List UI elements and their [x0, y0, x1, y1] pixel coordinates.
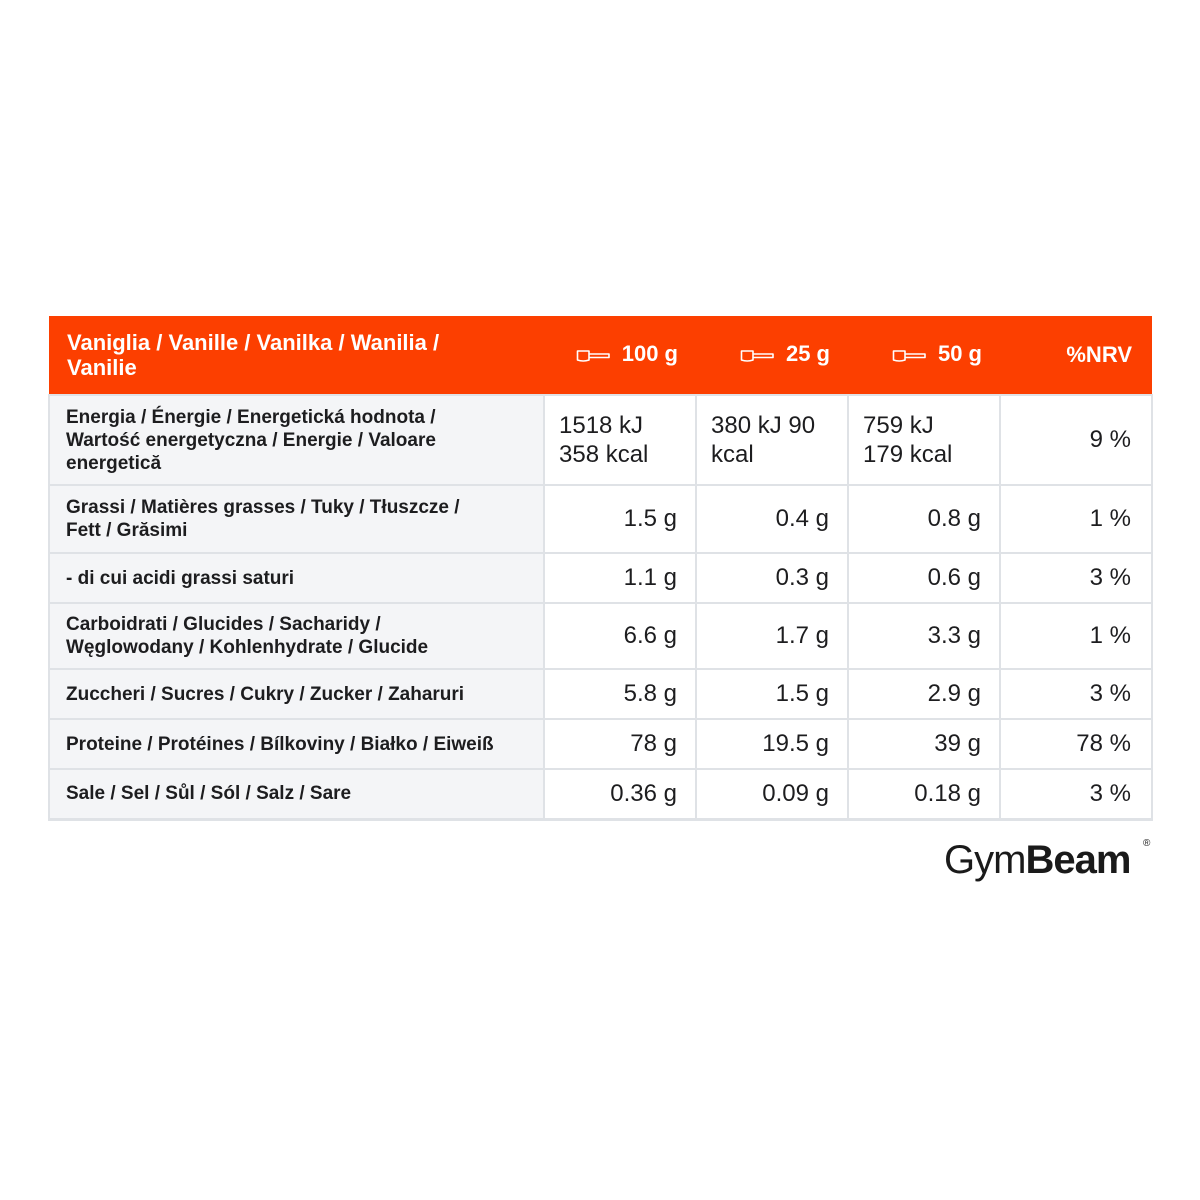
table-row-saturated-fat: - di cui acidi grassi saturi 1.1 g 0.3 g… [48, 552, 1153, 604]
value-line: 759 kJ [863, 412, 934, 439]
gymbeam-logo: GymBeam ® [944, 838, 1154, 884]
nutrition-table-container: Vaniglia / Vanille / Vanilka / Wanilia /… [48, 316, 1153, 821]
value-100g: 78 g [543, 718, 697, 770]
scoop-icon [892, 343, 926, 369]
value-50g: 759 kJ 179 kcal [847, 394, 1001, 486]
row-label-line: Carboidrati / Glucides / Sacharidy / [66, 614, 381, 635]
value-100g: 6.6 g [543, 602, 697, 670]
scoop-icon [740, 343, 774, 369]
row-label: Zuccheri / Sucres / Cukry / Zucker / Zah… [48, 668, 545, 720]
row-label-line: Energia / Énergie / Energetická hodnota … [66, 406, 436, 428]
row-label-line: Grassi / Matières grasses / Tuky / Tłusz… [66, 497, 460, 518]
value-nrv: 78 % [999, 718, 1153, 770]
value-nrv: 1 % [999, 484, 1153, 554]
value-line: 358 kcal [559, 441, 649, 468]
logo-text-light: Gym [944, 838, 1026, 882]
value-50g: 39 g [847, 718, 1001, 770]
value-50g: 2.9 g [847, 668, 1001, 720]
row-label: Proteine / Protéines / Bílkoviny / Białk… [48, 718, 545, 770]
value-100g: 1.5 g [543, 484, 697, 554]
column-header-label: 25 g [785, 341, 830, 367]
row-label: - di cui acidi grassi saturi [48, 552, 545, 604]
flavor-header-line: Vanilie [67, 355, 137, 380]
table-row-fat: Grassi / Matières grasses / Tuky / Tłusz… [48, 484, 1153, 554]
column-header-100g: 100 g [544, 316, 696, 395]
value-nrv: 3 % [999, 768, 1153, 821]
value-nrv: 9 % [999, 394, 1153, 486]
scoop-icon [576, 343, 610, 369]
column-header-nrv: %NRV [1000, 316, 1152, 395]
row-label: Carboidrati / Glucides / Sacharidy / Węg… [48, 602, 545, 670]
value-nrv: 3 % [999, 552, 1153, 604]
value-50g: 3.3 g [847, 602, 1001, 670]
column-header-25g: 25 g [696, 316, 848, 395]
table-row-protein: Proteine / Protéines / Bílkoviny / Białk… [48, 718, 1153, 770]
value-25g: 0.3 g [695, 552, 849, 604]
value-nrv: 1 % [999, 602, 1153, 670]
row-label-line: Fett / Grăsimi [66, 520, 188, 541]
table-header-row: Vaniglia / Vanille / Vanilka / Wanilia /… [49, 316, 1152, 395]
table-row-energy: Energia / Énergie / Energetická hodnota … [48, 394, 1153, 486]
row-label-line: energetică [66, 452, 162, 474]
value-line: 1518 kJ [559, 412, 644, 439]
row-label-line: Wartość energetyczna / Energie / Valoare [66, 429, 436, 451]
row-label-line: Węglowodany / Kohlenhydrate / Glucide [66, 637, 429, 658]
value-50g: 0.8 g [847, 484, 1001, 554]
value-25g: 380 kJ 90 kcal [695, 394, 849, 486]
row-label: Energia / Énergie / Energetická hodnota … [48, 394, 545, 486]
value-100g: 5.8 g [543, 668, 697, 720]
value-50g: 0.6 g [847, 552, 1001, 604]
value-100g: 1.1 g [543, 552, 697, 604]
value-line: kcal [711, 441, 754, 468]
value-25g: 1.5 g [695, 668, 849, 720]
value-25g: 19.5 g [695, 718, 849, 770]
row-label: Grassi / Matières grasses / Tuky / Tłusz… [48, 484, 545, 554]
value-nrv: 3 % [999, 668, 1153, 720]
table-row-sugars: Zuccheri / Sucres / Cukry / Zucker / Zah… [48, 668, 1153, 720]
table-row-salt: Sale / Sel / Sůl / Sól / Salz / Sare 0.3… [48, 768, 1153, 821]
value-line: 380 kJ 90 [711, 412, 816, 439]
column-header-label: 100 g [621, 341, 678, 367]
value-25g: 0.4 g [695, 484, 849, 554]
value-line: 179 kcal [863, 441, 953, 468]
flavor-header-line: Vaniglia / Vanille / Vanilka / Wanilia / [67, 330, 440, 355]
column-header-label: 50 g [937, 341, 982, 367]
column-header-50g: 50 g [848, 316, 1000, 395]
row-label: Sale / Sel / Sůl / Sól / Salz / Sare [48, 768, 545, 821]
value-25g: 0.09 g [695, 768, 849, 821]
registered-mark: ® [1143, 838, 1151, 849]
value-25g: 1.7 g [695, 602, 849, 670]
flavor-header: Vaniglia / Vanille / Vanilka / Wanilia /… [49, 316, 544, 395]
table-row-carbohydrates: Carboidrati / Glucides / Sacharidy / Węg… [48, 602, 1153, 670]
value-100g: 0.36 g [543, 768, 697, 821]
logo-text-bold: Beam [1025, 838, 1131, 882]
value-50g: 0.18 g [847, 768, 1001, 821]
nutrition-table: Vaniglia / Vanille / Vanilka / Wanilia /… [48, 316, 1153, 821]
value-100g: 1518 kJ 358 kcal [543, 394, 697, 486]
